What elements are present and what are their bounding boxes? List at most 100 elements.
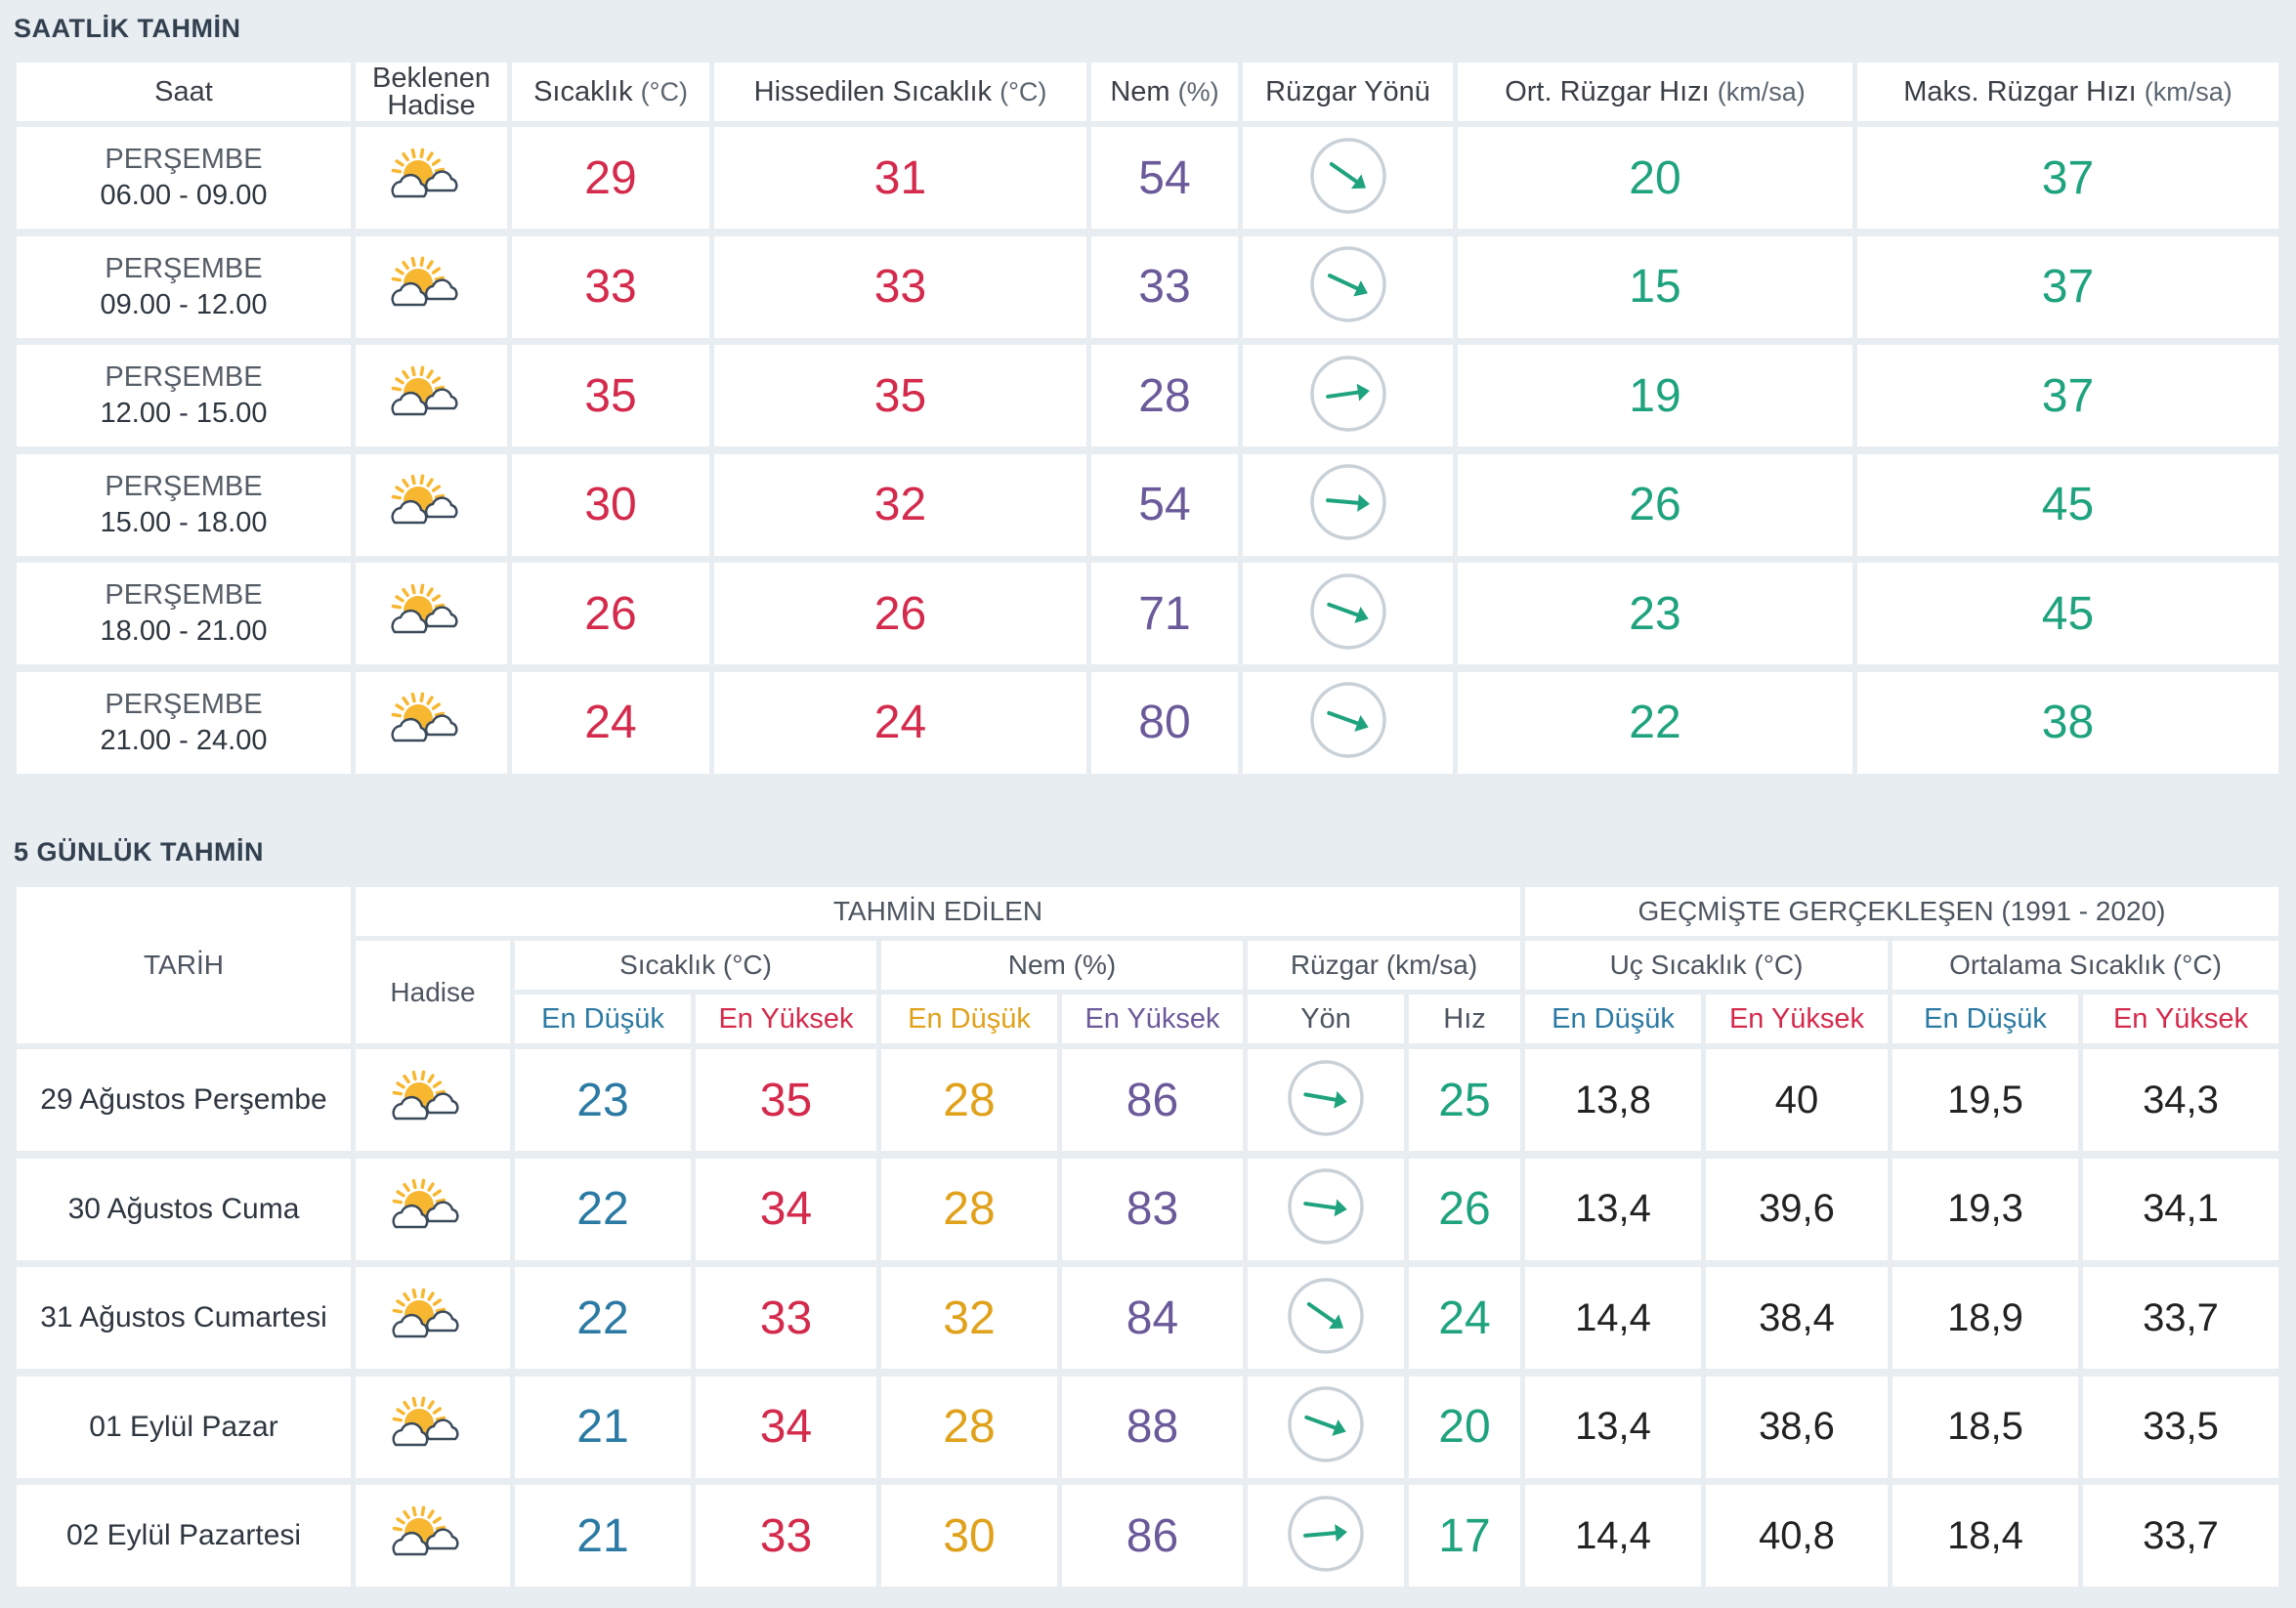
header-uc-en-dusuk: En Düşük: [1525, 994, 1701, 1043]
header-nem-label: Nem: [1110, 75, 1170, 107]
daily-row-wind-speed: 25: [1409, 1049, 1520, 1151]
wind-direction-icon: [1309, 572, 1387, 656]
partly-cloudy-icon: [386, 1286, 480, 1351]
hourly-row-wind-dir: [1243, 127, 1453, 229]
daily-row-temp-max: 33: [696, 1485, 876, 1587]
daily-row-date: 02 Eylül Pazartesi: [17, 1485, 351, 1587]
header-d-ruzgar: Rüzgar (km/sa): [1248, 941, 1520, 990]
hourly-row-temp: 26: [512, 563, 709, 664]
hourly-row-temp: 30: [512, 453, 709, 556]
hourly-row-max-wind: 45: [1857, 453, 2278, 556]
daily-row-temp-min: 22: [515, 1267, 691, 1369]
header-yon: Yön: [1248, 994, 1404, 1043]
hourly-row-humidity: 71: [1091, 563, 1238, 664]
header-nem: Nem (%): [1091, 63, 1238, 121]
daily-row-temp-min: 21: [515, 1375, 691, 1478]
header-hadise: Hadise: [356, 941, 510, 1043]
daily-row-avg-max: 34,1: [2083, 1158, 2278, 1260]
hourly-row-temp: 29: [512, 127, 709, 229]
partly-cloudy-icon: [385, 581, 479, 647]
hourly-row-weather-cell: [356, 671, 507, 774]
header-d-nem: Nem (%): [881, 941, 1243, 990]
daily-row-hum-min: 28: [881, 1375, 1057, 1478]
header-hissedilen: Hissedilen Sıcaklık (°C): [714, 63, 1086, 121]
daily-row-weather-cell: [356, 1049, 510, 1151]
daily-row-ext-min: 13,4: [1525, 1375, 1701, 1478]
daily-row-ext-max: 38,4: [1706, 1267, 1888, 1369]
daily-row-avg-min: 18,9: [1892, 1267, 2078, 1369]
header-maks-ruzgar-label: Maks. Rüzgar Hızı: [1903, 75, 2137, 107]
daily-row-ext-max: 39,6: [1706, 1158, 1888, 1260]
hourly-row-time: PERŞEMBE 09.00 - 12.00: [17, 235, 351, 338]
daily-row-hum-max: 83: [1062, 1158, 1243, 1260]
hourly-row-feels: 33: [714, 235, 1086, 338]
wind-direction-icon: [1287, 1167, 1365, 1250]
hourly-row-max-wind: 37: [1857, 235, 2278, 338]
wind-direction-icon: [1309, 137, 1387, 220]
hourly-row-time: PERŞEMBE 06.00 - 09.00: [17, 127, 351, 229]
hourly-row-feels: 24: [714, 671, 1086, 774]
wind-direction-icon: [1309, 245, 1387, 328]
partly-cloudy-icon: [385, 146, 479, 211]
hourly-row-avg-wind: 22: [1458, 671, 1852, 774]
daily-row-temp-max: 34: [696, 1375, 876, 1478]
partly-cloudy-icon: [385, 254, 479, 319]
hourly-row-avg-wind: 23: [1458, 563, 1852, 664]
partly-cloudy-icon: [385, 363, 479, 429]
header-hadise-line1: Beklenen: [372, 63, 490, 94]
hourly-row-humidity: 80: [1091, 671, 1238, 774]
header-tahmin-edilen: TAHMİN EDİLEN: [356, 887, 1520, 936]
hourly-row-time: PERŞEMBE 18.00 - 21.00: [17, 563, 351, 664]
daily-row-date: 31 Ağustos Cumartesi: [17, 1267, 351, 1369]
daily-row-ext-max: 40,8: [1706, 1485, 1888, 1587]
hourly-row-temp: 33: [512, 235, 709, 338]
daily-row-avg-max: 33,5: [2083, 1375, 2278, 1478]
daily-row-ext-max: 40: [1706, 1049, 1888, 1151]
header-maks-ruzgar: Maks. Rüzgar Hızı (km/sa): [1857, 63, 2278, 121]
hourly-row-day: PERŞEMBE: [105, 470, 263, 502]
daily-row-temp-min: 23: [515, 1049, 691, 1151]
header-sicaklik: Sıcaklık (°C): [512, 63, 709, 121]
header-uc-sicaklik: Uç Sıcaklık (°C): [1525, 941, 1888, 990]
hourly-row-avg-wind: 26: [1458, 453, 1852, 556]
header-tarih: TARİH: [17, 887, 351, 1043]
hourly-row-avg-wind: 15: [1458, 235, 1852, 338]
wind-direction-icon: [1287, 1495, 1365, 1578]
daily-row-wind-dir: [1248, 1158, 1404, 1260]
daily-row-wind-dir: [1248, 1267, 1404, 1369]
daily-row-hum-min: 28: [881, 1158, 1057, 1260]
hourly-row-range: 06.00 - 09.00: [100, 180, 268, 211]
daily-row-avg-min: 19,3: [1892, 1158, 2078, 1260]
daily-row-temp-max: 35: [696, 1049, 876, 1151]
hourly-row-feels: 26: [714, 563, 1086, 664]
hourly-row-feels: 31: [714, 127, 1086, 229]
daily-row-avg-min: 18,4: [1892, 1485, 2078, 1587]
partly-cloudy-icon: [386, 1503, 480, 1569]
daily-row-ext-min: 13,8: [1525, 1049, 1701, 1151]
hourly-row-feels: 35: [714, 345, 1086, 446]
partly-cloudy-icon: [386, 1176, 480, 1242]
daily-row-avg-max: 33,7: [2083, 1267, 2278, 1369]
daily-row-wind-speed: 24: [1409, 1267, 1520, 1369]
hourly-row-humidity: 54: [1091, 127, 1238, 229]
daily-row-wind-dir: [1248, 1375, 1404, 1478]
hourly-row-weather-cell: [356, 345, 507, 446]
hourly-row-avg-wind: 19: [1458, 345, 1852, 446]
header-saat: Saat: [17, 63, 351, 121]
hourly-row-wind-dir: [1243, 235, 1453, 338]
daily-row-temp-min: 22: [515, 1158, 691, 1260]
daily-row-wind-dir: [1248, 1485, 1404, 1587]
header-sicaklik-en-dusuk: En Düşük: [515, 994, 691, 1043]
hourly-row-wind-dir: [1243, 345, 1453, 446]
header-hissedilen-unit: (°C): [999, 76, 1047, 106]
hourly-row-day: PERŞEMBE: [105, 688, 263, 720]
daily-row-weather-cell: [356, 1485, 510, 1587]
hourly-row-day: PERŞEMBE: [105, 252, 263, 284]
header-sicaklik-label: Sıcaklık: [533, 75, 633, 107]
daily-row-date: 30 Ağustos Cuma: [17, 1158, 351, 1260]
daily-row-date: 29 Ağustos Perşembe: [17, 1049, 351, 1151]
hourly-row-day: PERŞEMBE: [105, 361, 263, 393]
hourly-row-max-wind: 37: [1857, 345, 2278, 446]
header-ruzgar-yonu: Rüzgar Yönü: [1243, 63, 1453, 121]
hourly-section-title: SAATLİK TAHMİN: [14, 14, 241, 43]
